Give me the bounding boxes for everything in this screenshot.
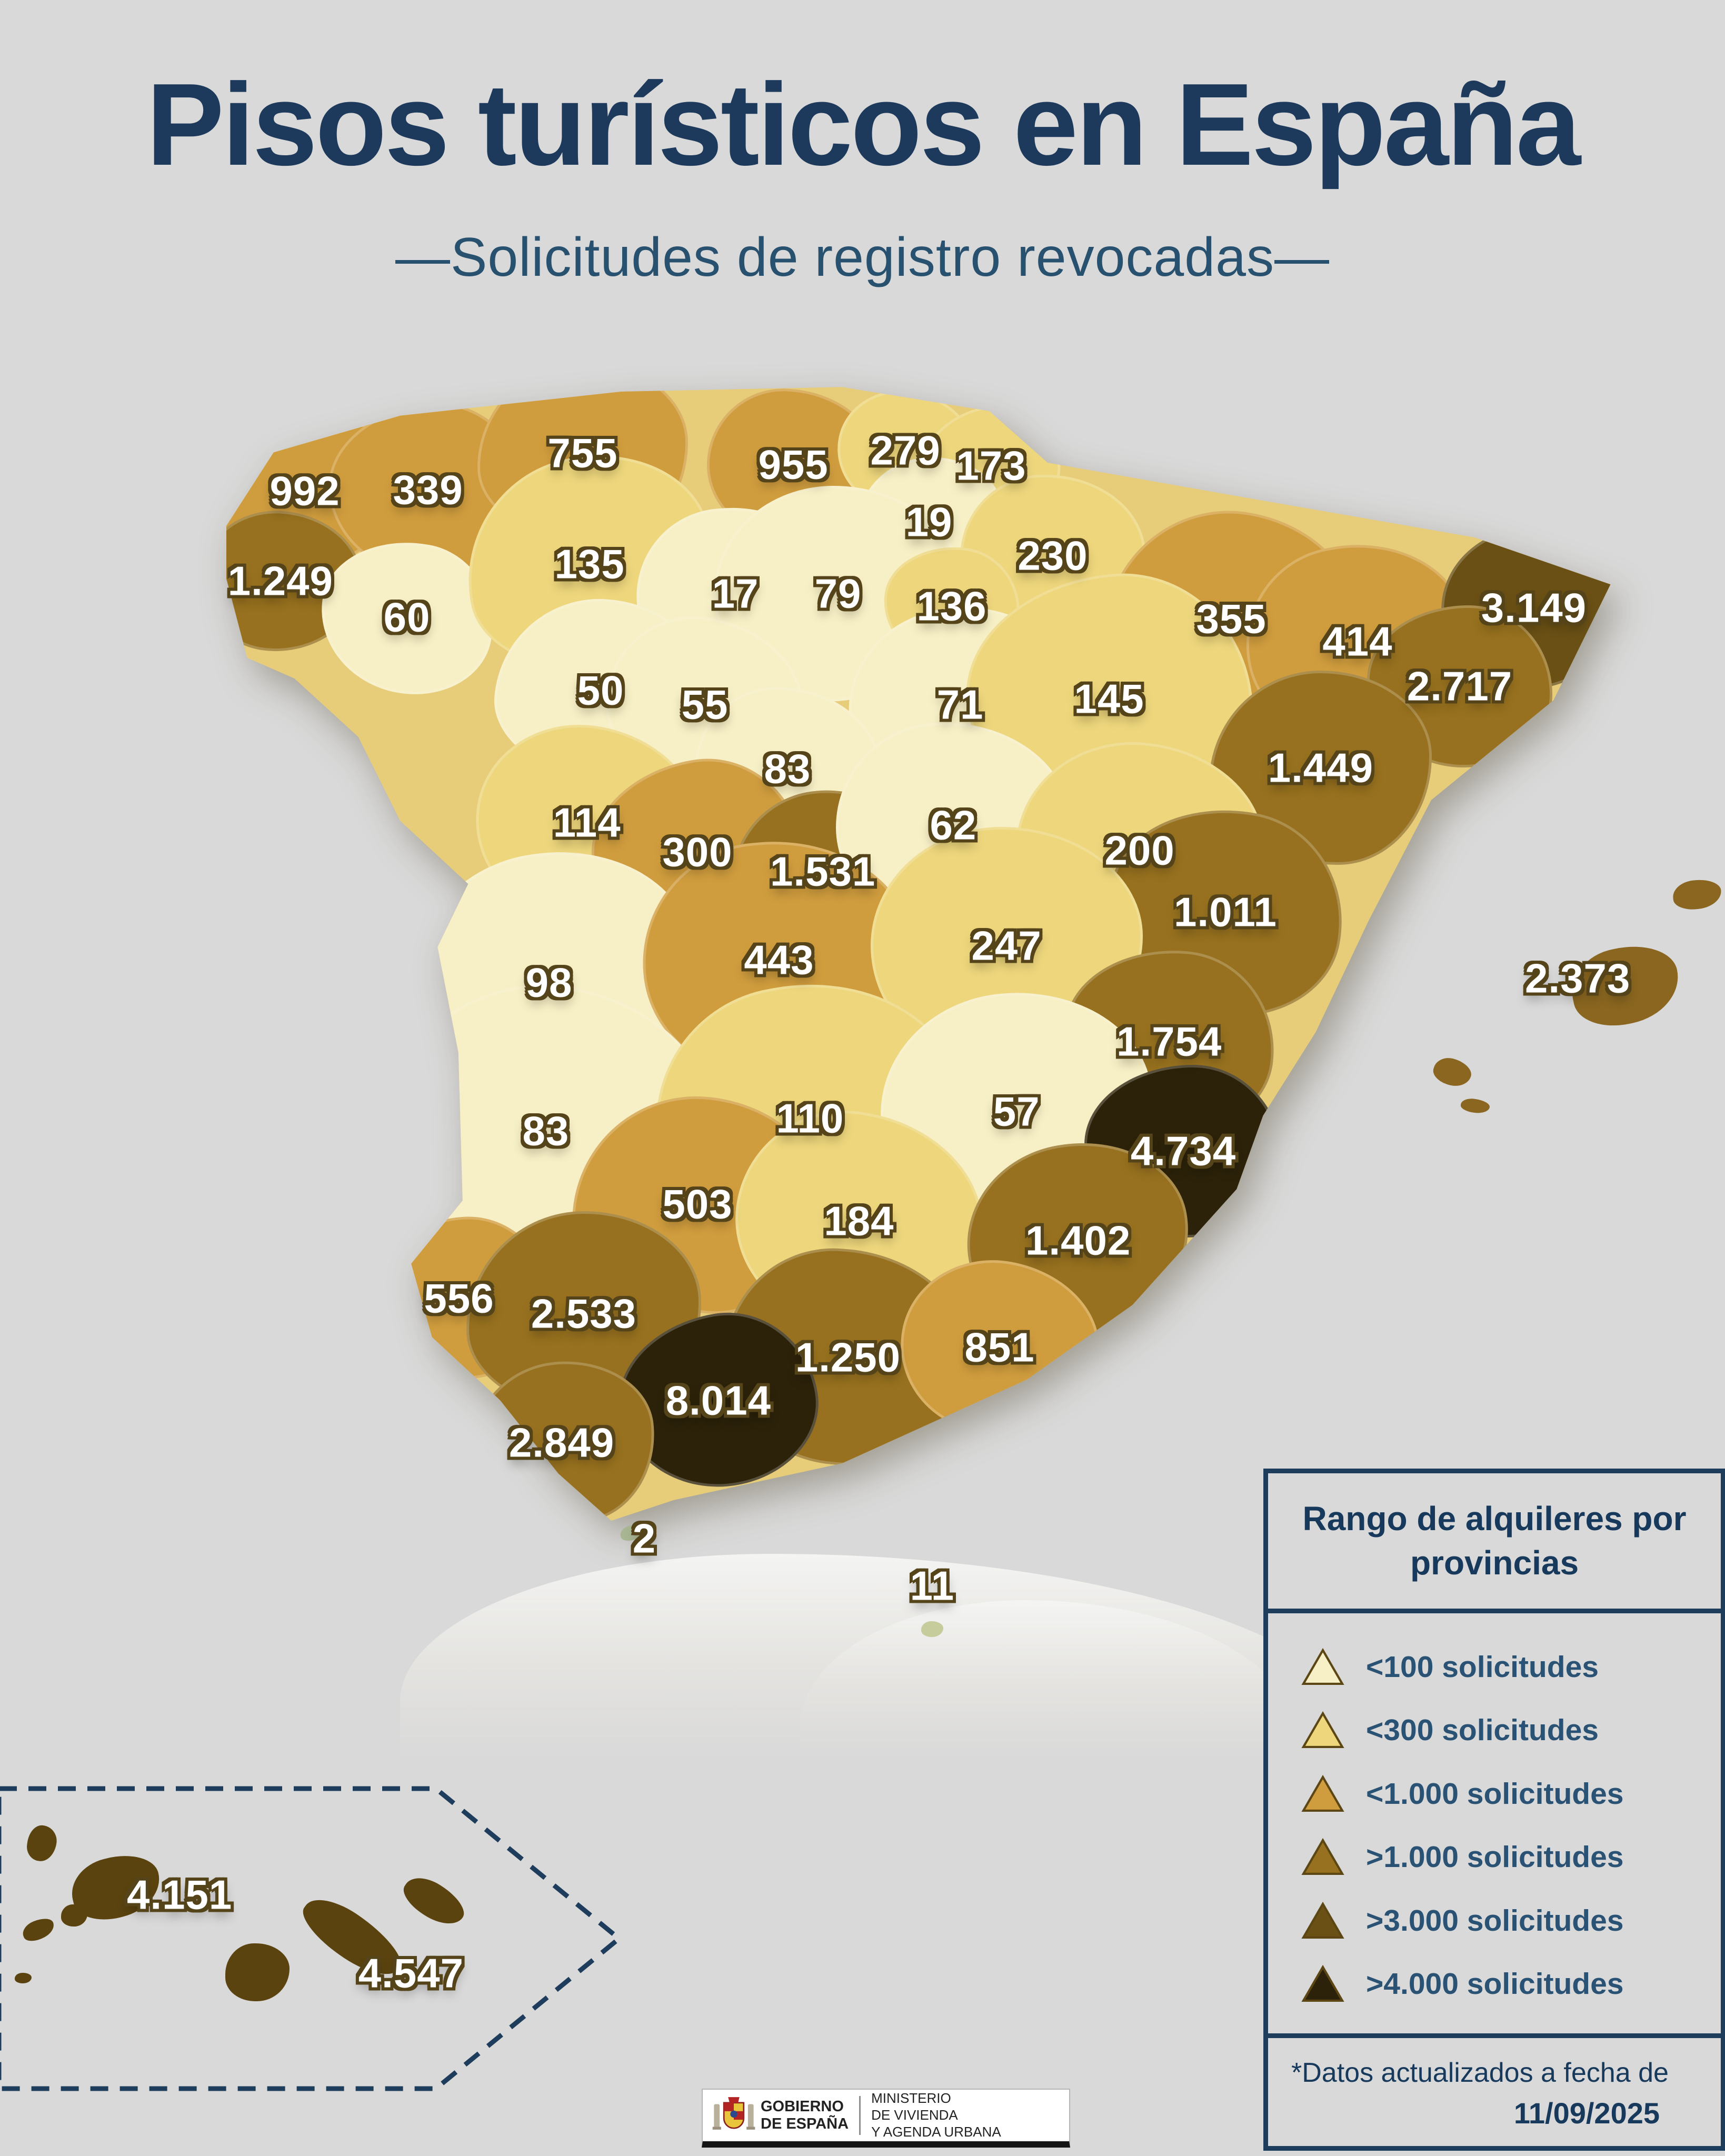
footnote-date: 11/09/2025: [1513, 2097, 1660, 2130]
ministry-label: MINISTERIO DE VIVIENDA Y AGENDA URBANA: [871, 2090, 1001, 2140]
gran-canaria-shape: [225, 1943, 290, 2001]
legend-footnote: *Datos actualizados a fecha de 11/09/202…: [1268, 2033, 1721, 2146]
menorca-shape: [1671, 877, 1723, 912]
legend-triangle-icon: [1301, 1774, 1344, 1812]
page-title: Pisos turísticos en España: [146, 59, 1581, 190]
legend-item-label: <300 solicitudes: [1366, 1713, 1599, 1748]
logo-divider: [859, 2096, 861, 2135]
legend-triangle-icon: [1301, 1648, 1344, 1685]
spain-map: [226, 379, 1616, 1526]
legend-item-label: >1.000 solicitudes: [1366, 1840, 1624, 1874]
footnote-text: *Datos actualizados a fecha de: [1291, 2058, 1669, 2088]
government-label: GOBIERNO DE ESPAÑA: [761, 2098, 849, 2132]
legend-items: <100 solicitudes <300 solicitudes <1.000 s…: [1268, 1613, 1721, 2033]
page-subtitle: —Solicitudes de registro revocadas—: [395, 227, 1330, 288]
legend-triangle-icon: [1301, 1901, 1344, 1939]
la-gomera-shape: [61, 1904, 87, 1927]
legend-title: Rango de alquileres por provincias: [1268, 1473, 1721, 1613]
legend-triangle-icon: [1301, 1711, 1344, 1749]
gov-logo: GOBIERNO DE ESPAÑA MINISTERIO DE VIVIEND…: [702, 2089, 1070, 2148]
legend-item-label: <1.000 solicitudes: [1366, 1776, 1624, 1811]
canary-inset-outline: [0, 1786, 623, 2091]
spain-coat-of-arms-icon: [711, 2093, 756, 2138]
islet-shape: [15, 1973, 32, 1983]
legend-item-label: <100 solicitudes: [1366, 1650, 1599, 1684]
legend-triangle-icon: [1301, 1965, 1344, 2002]
legend-item-label: >3.000 solicitudes: [1366, 1903, 1624, 1938]
legend-item-1: <100 solicitudes: [1301, 1648, 1705, 1686]
legend-item-6: >4.000 solicitudes: [1301, 1964, 1705, 2003]
legend-item-label: >4.000 solicitudes: [1366, 1967, 1624, 2001]
melilla-shape: [921, 1621, 943, 1637]
legend-triangle-icon: [1301, 1838, 1344, 1875]
mainland-blobs: [226, 387, 1611, 1521]
legend-item-3: <1.000 solicitudes: [1301, 1774, 1705, 1813]
legend-item-4: >1.000 solicitudes: [1301, 1838, 1705, 1876]
legend-item-5: >3.000 solicitudes: [1301, 1901, 1705, 1940]
legend: Rango de alquileres por provincias <100 …: [1263, 1469, 1725, 2151]
legend-item-2: <300 solicitudes: [1301, 1711, 1705, 1750]
